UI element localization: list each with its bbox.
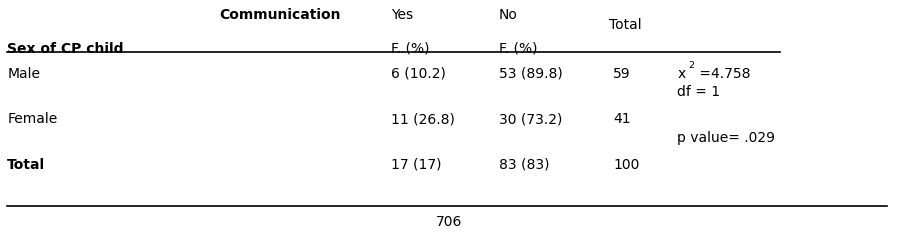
Text: Total: Total (7, 158, 45, 172)
Text: 6 (10.2): 6 (10.2) (391, 67, 446, 81)
Text: 59: 59 (613, 67, 630, 81)
Text: Total: Total (609, 18, 641, 31)
Text: 2: 2 (688, 61, 694, 70)
Text: 83 (83): 83 (83) (499, 158, 549, 172)
Text: x: x (677, 67, 686, 81)
Text: 30 (73.2): 30 (73.2) (499, 112, 562, 126)
Text: 53 (89.8): 53 (89.8) (499, 67, 563, 81)
Text: Communication: Communication (219, 8, 341, 23)
Text: 706: 706 (436, 215, 463, 229)
Text: Sex of CP child: Sex of CP child (7, 42, 124, 55)
Text: 41: 41 (613, 112, 630, 126)
Text: F. (%): F. (%) (391, 42, 430, 55)
Text: 11 (26.8): 11 (26.8) (391, 112, 455, 126)
Text: =4.758: =4.758 (695, 67, 751, 81)
Text: No: No (499, 8, 518, 23)
Text: Male: Male (7, 67, 40, 81)
Text: 17 (17): 17 (17) (391, 158, 442, 172)
Text: df = 1: df = 1 (677, 85, 720, 99)
Text: p value= .029: p value= .029 (677, 130, 775, 145)
Text: F. (%): F. (%) (499, 42, 537, 55)
Text: Female: Female (7, 112, 58, 126)
Text: 100: 100 (613, 158, 639, 172)
Text: Yes: Yes (391, 8, 414, 23)
